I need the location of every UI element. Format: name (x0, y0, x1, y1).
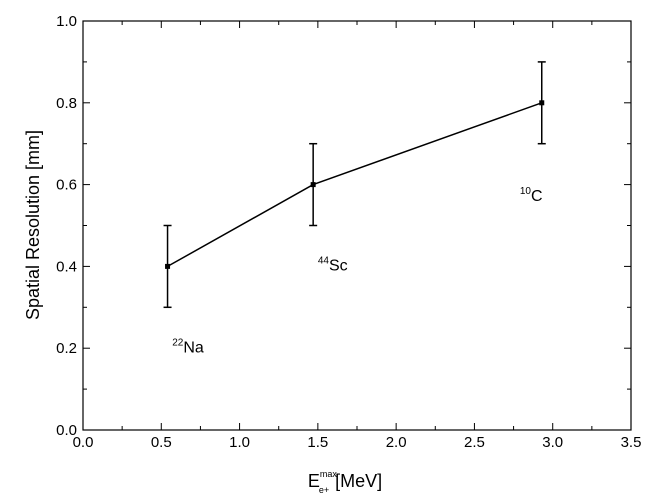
isotope-label: 10C (520, 186, 543, 205)
y-axis-title: Spatial Resolution [mm] (23, 130, 43, 320)
y-tick-label: 0.4 (56, 258, 77, 275)
x-tick-label: 0.5 (151, 434, 172, 451)
isotope-mass-number: 10 (520, 186, 532, 197)
annotations-layer: 22Na 44Sc 10C (172, 186, 542, 356)
data-point (165, 263, 171, 269)
isotope-mass-number: 44 (318, 255, 330, 266)
y-tick-label: 0.2 (56, 340, 77, 357)
y-tick-label: 0.0 (56, 422, 77, 439)
y-tick-label: 0.6 (56, 177, 77, 194)
x-tick-label: 1.0 (229, 434, 250, 451)
x-tick-label: 3.5 (621, 434, 642, 451)
isotope-label: 44Sc (318, 255, 348, 274)
x-axis-title-subscript: e+ (319, 485, 329, 495)
x-tick-label: 1.5 (307, 434, 328, 451)
x-tick-label: 2.5 (464, 434, 485, 451)
axes-layer: 0.0 0.5 1.0 1.5 2.0 2.5 3.0 3.5 0.0 0.2 0.4 0.6 0.8 1… (56, 13, 641, 451)
x-tick-label: 0.0 (73, 434, 94, 451)
x-axis-title-superscript: max (320, 469, 338, 479)
y-tick-label: 1.0 (56, 13, 77, 30)
isotope-element: Na (183, 339, 204, 356)
x-tick-label: 2.0 (386, 434, 407, 451)
isotope-element: Sc (329, 257, 348, 274)
isotope-element: C (531, 188, 543, 205)
x-axis-title: Emax e+ [MeV] (308, 469, 382, 495)
isotope-label: 22Na (172, 337, 204, 356)
y-tick-label: 0.8 (56, 95, 77, 112)
x-axis-title-unit: [MeV] (335, 471, 382, 491)
series-layer (163, 61, 546, 309)
data-point (539, 100, 545, 106)
x-tick-label: 3.0 (542, 434, 563, 451)
x-axis-title-base: E (308, 471, 320, 491)
isotope-mass-number: 22 (172, 337, 184, 348)
series-line (167, 102, 543, 268)
data-point (310, 182, 316, 188)
